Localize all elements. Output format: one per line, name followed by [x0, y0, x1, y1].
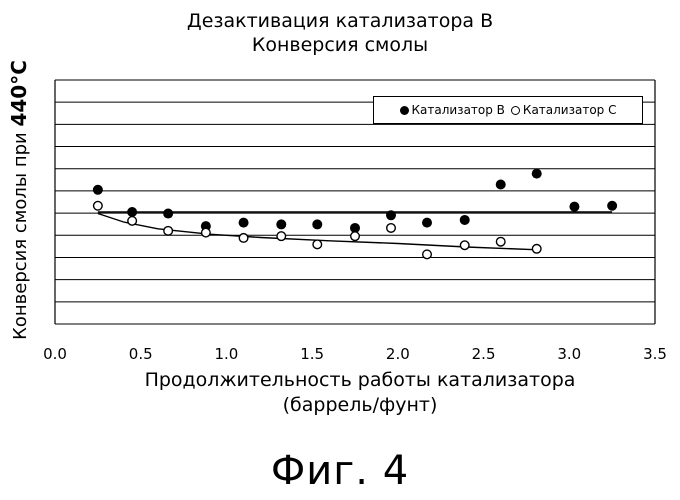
point-catalyst-c	[460, 241, 469, 250]
filled-circle-icon	[400, 106, 409, 115]
data-points	[93, 169, 617, 259]
legend-label-catalyst-c: Катализатор C	[523, 97, 617, 123]
point-catalyst-b	[276, 219, 286, 229]
point-catalyst-c	[496, 237, 505, 246]
point-catalyst-c	[423, 250, 432, 259]
point-catalyst-c	[277, 232, 286, 241]
x-tick-label: 3.5	[643, 345, 667, 363]
point-catalyst-b	[532, 169, 542, 179]
x-tick-labels: 0.0 0.5 1.0 1.5 2.0 2.5 3.0 3.5	[43, 345, 667, 363]
point-catalyst-b	[460, 215, 470, 225]
point-catalyst-b	[607, 201, 617, 211]
point-catalyst-b	[496, 179, 506, 189]
point-catalyst-c	[239, 234, 248, 243]
point-catalyst-c	[202, 228, 211, 237]
point-catalyst-b	[422, 218, 432, 228]
x-axis-label-line1: Продолжительность работы катализатора	[60, 368, 660, 392]
figure-label: Фиг. 4	[0, 448, 680, 494]
x-tick-label: 0.0	[43, 345, 67, 363]
point-catalyst-b	[239, 218, 249, 228]
point-catalyst-c	[164, 227, 173, 236]
x-tick-label: 2.5	[472, 345, 496, 363]
y-axis-label: Конверсия смолы при 440°C	[7, 60, 31, 340]
point-catalyst-c	[128, 217, 137, 226]
point-catalyst-b	[312, 219, 322, 229]
point-catalyst-b	[569, 202, 579, 212]
x-tick-label: 0.5	[129, 345, 153, 363]
point-catalyst-c	[351, 232, 360, 241]
legend-label-catalyst-b: Катализатор B	[412, 97, 505, 123]
point-catalyst-b	[93, 185, 103, 195]
y-axis-label-text: Конверсия смолы при	[10, 127, 31, 340]
point-catalyst-b	[127, 207, 137, 217]
open-circle-icon	[511, 106, 520, 115]
legend: Катализатор B Катализатор C	[373, 96, 643, 124]
x-axis-label-line2: (баррель/фунт)	[60, 393, 660, 417]
x-tick-label: 3.0	[557, 345, 581, 363]
point-catalyst-c	[94, 201, 103, 210]
legend-item-catalyst-b: Катализатор B	[400, 97, 505, 123]
x-tick-label: 2.0	[386, 345, 410, 363]
x-tick-label: 1.0	[214, 345, 238, 363]
point-catalyst-c	[313, 240, 322, 249]
point-catalyst-b	[386, 210, 396, 220]
point-catalyst-c	[387, 224, 396, 233]
legend-item-catalyst-c: Катализатор C	[511, 97, 617, 123]
x-tick-label: 1.5	[300, 345, 324, 363]
y-axis-label-temperature: 440°C	[7, 60, 31, 126]
point-catalyst-b	[163, 209, 173, 219]
point-catalyst-c	[532, 245, 541, 254]
